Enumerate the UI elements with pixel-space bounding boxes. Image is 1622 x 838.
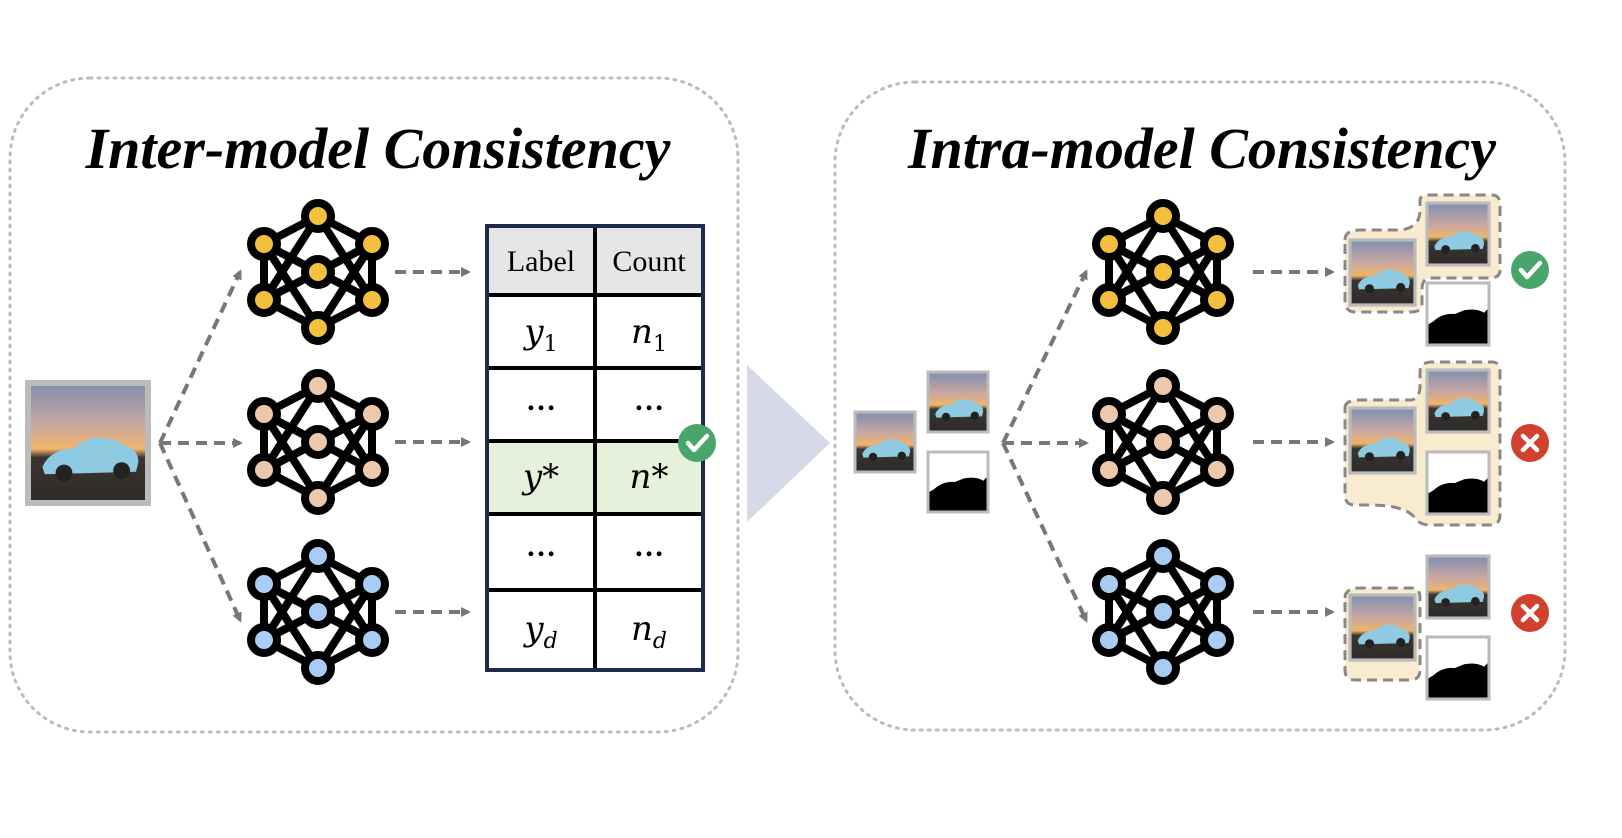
- neural-network-icon: [1092, 369, 1234, 515]
- cell-label: yd: [522, 609, 557, 654]
- cell-count: nd: [631, 609, 667, 654]
- network-node: [1200, 453, 1234, 487]
- car-image: [1348, 593, 1417, 662]
- network-node: [1092, 567, 1126, 601]
- cross-icon: [1511, 594, 1549, 632]
- cell-count: n1: [631, 312, 667, 357]
- network-node: [355, 283, 389, 317]
- intra-model-panel: [833, 80, 1567, 732]
- network-node: [1146, 425, 1180, 459]
- status-badges: [678, 251, 1549, 632]
- network-node: [1200, 567, 1234, 601]
- network-node: [301, 539, 335, 573]
- network-node: [1146, 539, 1180, 573]
- network-node: [1200, 623, 1234, 657]
- results: [1343, 193, 1502, 701]
- network-node: [355, 567, 389, 601]
- network-node: [1146, 255, 1180, 289]
- network-node: [247, 623, 281, 657]
- augmented-car-image: [1425, 554, 1491, 620]
- vote-table: Label Count y1 n1 … … y* n* … … yd nd: [485, 224, 705, 672]
- cross-icon: [1511, 424, 1549, 462]
- dashed-arrow: [158, 442, 242, 623]
- network-node: [355, 623, 389, 657]
- network-node: [1092, 623, 1126, 657]
- network-node: [355, 397, 389, 431]
- network-node: [1146, 651, 1180, 685]
- network-node: [301, 369, 335, 403]
- network-node: [1146, 311, 1180, 345]
- check-icon: [678, 424, 716, 462]
- mask-image: [1425, 450, 1491, 516]
- augmented-car-image: [1425, 368, 1491, 434]
- network-node: [355, 227, 389, 261]
- network-node: [1146, 199, 1180, 233]
- network-node: [301, 255, 335, 289]
- transition-arrow: [747, 365, 830, 522]
- network-node: [247, 453, 281, 487]
- neural-network-icon: [247, 539, 389, 685]
- network-node: [247, 227, 281, 261]
- network-node: [301, 311, 335, 345]
- neural-network-icon: [1092, 199, 1234, 345]
- flow-arrows: [158, 267, 1335, 623]
- network-node: [247, 397, 281, 431]
- network-node: [247, 567, 281, 601]
- mask-image: [926, 450, 990, 514]
- header-count: Count: [612, 245, 686, 278]
- network-node: [1092, 227, 1126, 261]
- dashed-arrow: [158, 269, 242, 444]
- mask-image: [1425, 281, 1491, 347]
- cell-label: y1: [522, 312, 557, 357]
- network-node: [301, 199, 335, 233]
- network-node: [301, 481, 335, 515]
- check-icon: [1511, 251, 1549, 289]
- network-node: [1200, 397, 1234, 431]
- network-node: [355, 453, 389, 487]
- neural-network-icon: [247, 199, 389, 345]
- neural-network-icon: [247, 369, 389, 515]
- network-node: [1092, 283, 1126, 317]
- inter-model-title: Inter-model Consistency: [85, 116, 671, 181]
- network-node: [1200, 227, 1234, 261]
- augmented-car-image: [926, 370, 990, 434]
- network-node: [301, 651, 335, 685]
- dashed-arrow: [1001, 442, 1088, 623]
- network-node: [1200, 283, 1234, 317]
- dashed-arrow: [1001, 269, 1088, 444]
- cell-label: …: [526, 384, 556, 417]
- header-label: Label: [507, 245, 575, 278]
- network-node: [301, 595, 335, 629]
- network-node: [1092, 453, 1126, 487]
- model-networks: [247, 199, 1234, 685]
- mask-image: [1425, 635, 1491, 701]
- network-node: [1092, 397, 1126, 431]
- augmented-car-image: [1425, 201, 1491, 267]
- car-image: [1348, 406, 1417, 475]
- cell-count-best: n*: [630, 457, 669, 497]
- network-node: [1146, 595, 1180, 629]
- intra-model-title: Intra-model Consistency: [907, 116, 1496, 181]
- network-node: [1146, 369, 1180, 403]
- neural-network-icon: [1092, 539, 1234, 685]
- cell-count: …: [634, 384, 664, 417]
- car-image: [1348, 238, 1417, 307]
- cell-label: …: [526, 530, 556, 563]
- cell-count: …: [634, 530, 664, 563]
- network-node: [1146, 481, 1180, 515]
- input-car-image-small: [853, 410, 917, 474]
- input-car-image: [28, 383, 148, 503]
- network-node: [301, 425, 335, 459]
- network-node: [247, 283, 281, 317]
- cell-label-best: y*: [521, 457, 559, 497]
